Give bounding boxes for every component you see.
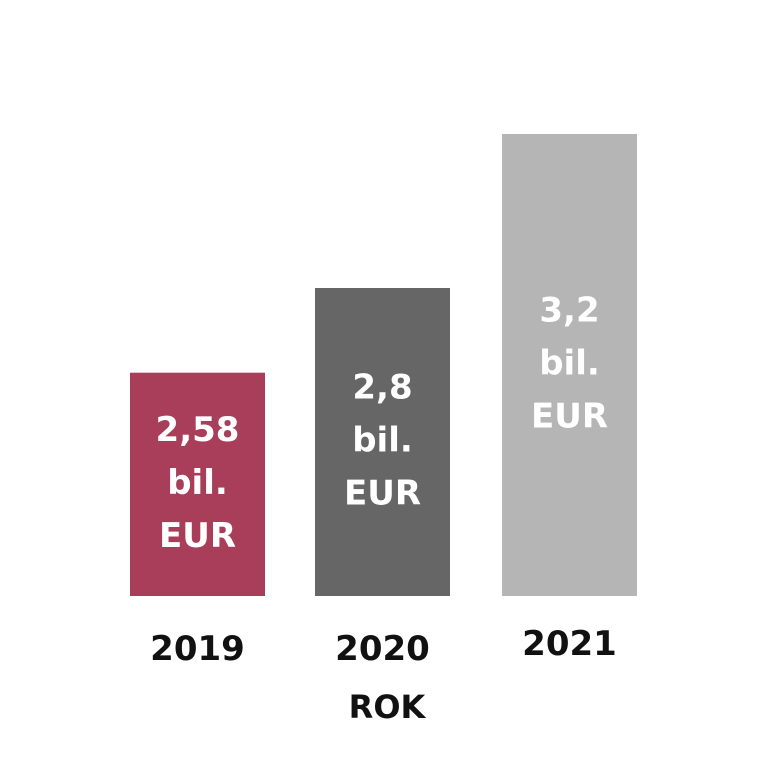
x-tick-labels: 2019 2020 2021 [150,624,617,669]
data-label-2019-line-2: bil. [167,463,228,503]
x-tick-label-2019: 2019 [150,629,245,669]
data-label-2021-line-1: 3,2 [539,291,599,331]
data-label-2020-line-1: 2,8 [352,368,412,408]
data-label-2021-line-3: EUR [531,397,608,437]
data-label-2019-line-1: 2,58 [156,410,240,450]
bar-2019 [130,372,265,596]
bar-2020 [315,288,450,596]
data-label-2019-line-3: EUR [159,516,236,556]
bar-2021 [502,134,637,596]
x-axis-title: ROK [349,688,427,726]
data-label-2020-line-2: bil. [352,421,413,461]
bars-group: 2,58 bil. EUR 2,8 bil. EUR 3,2 bil. EUR [130,134,637,596]
x-tick-label-2021: 2021 [522,624,617,664]
x-tick-label-2020: 2020 [335,629,430,669]
data-label-2021-line-2: bil. [539,344,600,384]
data-label-2020-line-3: EUR [344,474,421,514]
